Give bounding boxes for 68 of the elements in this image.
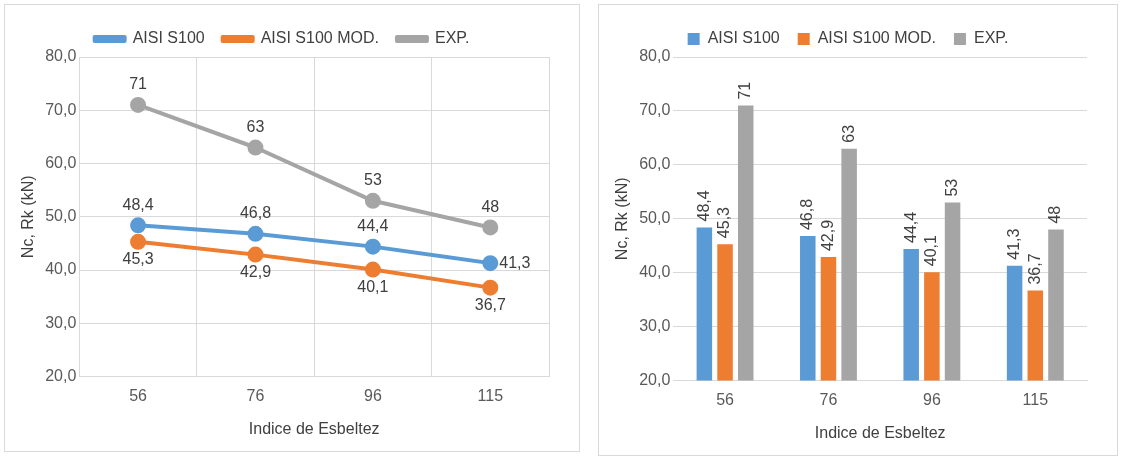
data-label: 44,4 (357, 217, 389, 235)
x-tick-label: 56 (716, 390, 735, 408)
data-label: 48 (481, 197, 500, 215)
data-label: 46,8 (239, 204, 272, 222)
x-tick-label: 96 (363, 386, 382, 404)
x-axis-title: Indice de Esbeltez (814, 423, 946, 441)
data-label: 46,8 (798, 198, 816, 231)
point (364, 192, 381, 209)
point (247, 139, 264, 156)
point (482, 279, 499, 296)
y-axis-title: Nc, Rk (kN) (19, 175, 37, 259)
legend-label: AISI S100 (132, 29, 205, 47)
y-tick-label: 80,0 (639, 47, 671, 65)
y-tick-label: 70,0 (45, 100, 77, 118)
y-tick-label: 40,0 (45, 260, 77, 278)
x-tick-label: 56 (129, 386, 148, 404)
point (482, 255, 499, 272)
legend-label: EXP. (434, 29, 470, 47)
y-tick-label: 30,0 (639, 317, 671, 335)
data-label: 40,1 (357, 277, 389, 295)
data-label: 45,3 (715, 206, 733, 239)
data-label: 45,3 (122, 250, 154, 268)
x-tick-label: 115 (477, 386, 504, 404)
y-tick-label: 70,0 (639, 101, 671, 119)
data-label: 42,9 (239, 263, 272, 281)
data-label: 53 (942, 178, 960, 197)
point (130, 96, 147, 113)
data-label: 71 (736, 81, 754, 100)
x-tick-label: 76 (819, 390, 838, 408)
data-label: 41,3 (1005, 228, 1023, 260)
point (247, 246, 264, 263)
data-label: 41,3 (499, 253, 531, 271)
y-tick-label: 20,0 (639, 371, 671, 389)
point (364, 261, 381, 278)
legend-label: EXP. (973, 29, 1009, 47)
legend-label: AISI S100 (707, 29, 780, 47)
y-tick-label: 40,0 (639, 263, 671, 281)
legend-label: AISI S100 MOD. (260, 29, 379, 47)
y-tick-label: 80,0 (45, 47, 77, 65)
data-label: 44,4 (901, 211, 919, 243)
data-label: 42,9 (818, 219, 836, 252)
y-axis-title: Nc, Rk (kN) (613, 177, 631, 261)
data-label: 48 (1046, 205, 1064, 224)
data-label: 63 (839, 124, 857, 143)
point (247, 225, 264, 242)
x-tick-label: 115 (1022, 390, 1049, 408)
x-axis-title: Indice de Esbeltez (248, 419, 380, 437)
y-tick-label: 60,0 (639, 155, 671, 173)
data-label: 71 (129, 75, 148, 93)
x-tick-label: 96 (922, 390, 941, 408)
legend-label: AISI S100 MOD. (817, 29, 936, 47)
y-tick-label: 50,0 (639, 209, 671, 227)
y-tick-label: 50,0 (45, 207, 77, 225)
data-label: 36,7 (1025, 253, 1043, 285)
y-tick-label: 20,0 (45, 367, 77, 385)
point (364, 238, 381, 255)
y-tick-label: 60,0 (45, 153, 77, 171)
y-tick-label: 30,0 (45, 313, 77, 331)
data-label: 40,1 (922, 234, 940, 267)
data-label: 63 (246, 117, 265, 135)
point (130, 217, 147, 234)
x-tick-label: 76 (246, 386, 265, 404)
point (482, 219, 499, 236)
point (130, 233, 147, 250)
data-label: 36,7 (474, 296, 506, 314)
data-label: 53 (363, 171, 382, 189)
data-label: 48,4 (694, 190, 712, 222)
data-label: 48,4 (122, 195, 154, 213)
